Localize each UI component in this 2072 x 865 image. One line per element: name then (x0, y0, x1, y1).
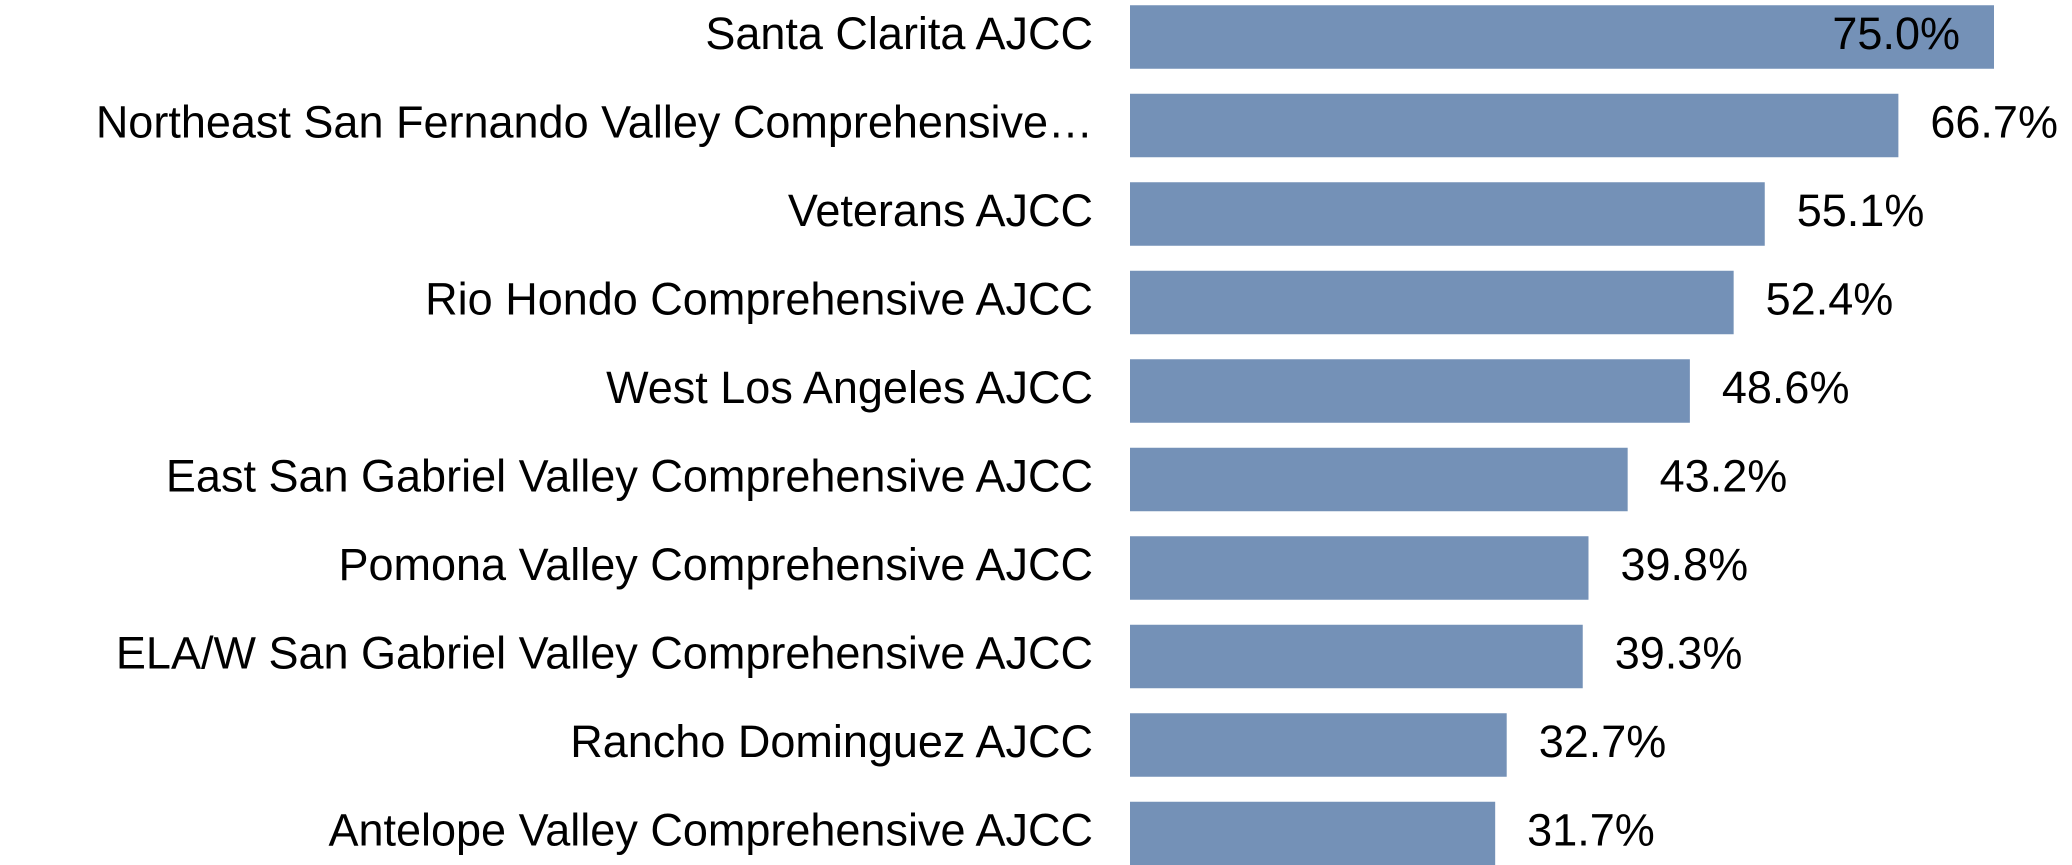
category-label: Rancho Dominguez AJCC (570, 716, 1093, 767)
bar (1130, 359, 1690, 423)
bar (1130, 447, 1628, 512)
value-label: 32.7% (1539, 716, 1667, 767)
value-label: 31.7% (1527, 804, 1655, 855)
category-label: Santa Clarita AJCC (705, 8, 1093, 59)
category-label: Pomona Valley Comprehensive AJCC (338, 539, 1093, 590)
category-label: West Los Angeles AJCC (606, 362, 1093, 413)
value-label: 55.1% (1797, 185, 1925, 236)
bar (1130, 713, 1507, 777)
category-label: Veterans AJCC (788, 185, 1093, 236)
value-label: 48.6% (1722, 362, 1850, 413)
value-label: 43.2% (1660, 450, 1788, 501)
category-label: ELA/W San Gabriel Valley Comprehensive A… (116, 627, 1093, 678)
bar (1130, 5, 1994, 69)
bar (1130, 182, 1765, 246)
bar (1130, 270, 1734, 335)
value-label: 39.8% (1620, 539, 1748, 590)
category-label: East San Gabriel Valley Comprehensive AJ… (166, 450, 1093, 501)
category-label: Antelope Valley Comprehensive AJCC (328, 804, 1093, 855)
value-label: 75.0% (1832, 8, 1960, 59)
category-label: Rio Hondo Comprehensive AJCC (425, 273, 1093, 324)
value-label: 66.7% (1930, 96, 2058, 147)
bar (1130, 536, 1589, 600)
category-label: Northeast San Fernando Valley Comprehens… (96, 96, 1093, 147)
bar (1130, 624, 1583, 689)
bar (1130, 801, 1496, 865)
bar (1130, 93, 1899, 158)
value-label: 52.4% (1766, 273, 1894, 324)
value-label: 39.3% (1615, 627, 1743, 678)
